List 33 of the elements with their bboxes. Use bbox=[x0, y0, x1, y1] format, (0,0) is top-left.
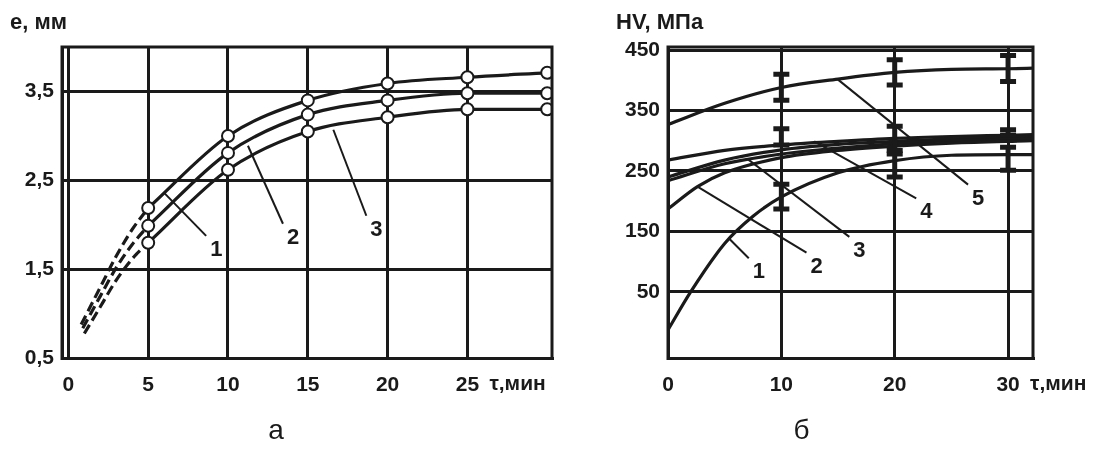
annotation: 3 bbox=[370, 215, 383, 241]
annotation: 3 bbox=[853, 236, 866, 262]
x-tick-label: 30 bbox=[996, 371, 1020, 395]
x-tick-label: 15 bbox=[296, 371, 320, 395]
x-tick-label: 0 bbox=[662, 371, 674, 395]
x-tick-label: 20 bbox=[883, 371, 907, 395]
x-tick-label: 5 bbox=[142, 371, 155, 395]
x-axis-title: τ,мин bbox=[489, 371, 546, 395]
y-tick-label: 150 bbox=[624, 218, 660, 242]
y-axis-title: e, мм bbox=[10, 9, 68, 35]
annotation: 1 bbox=[210, 235, 223, 261]
y-tick-label: 3,5 bbox=[24, 78, 55, 102]
y-axis-title: HV, МПа bbox=[616, 9, 704, 35]
y-tick-label: 1,5 bbox=[24, 256, 55, 280]
annotation: 2 bbox=[286, 223, 300, 249]
text: б bbox=[793, 413, 810, 445]
annotation: 4 bbox=[920, 198, 934, 224]
y-tick-label: 350 bbox=[624, 97, 660, 121]
y-tick-label: 50 bbox=[636, 278, 660, 302]
y-tick-label: 250 bbox=[624, 157, 660, 181]
y-tick-label: 450 bbox=[624, 36, 660, 60]
annotation: 2 bbox=[810, 252, 823, 278]
x-tick-label: 20 bbox=[375, 371, 400, 395]
annotation: 1 bbox=[752, 258, 766, 284]
text: а bbox=[268, 413, 285, 445]
y-tick-label: 0,5 bbox=[24, 345, 55, 369]
x-tick-label: 10 bbox=[769, 371, 794, 395]
x-axis-title: τ,мин bbox=[1030, 371, 1087, 395]
x-tick-label: 25 bbox=[455, 371, 480, 395]
x-tick-label: 0 bbox=[62, 371, 75, 395]
x-tick-label: 10 bbox=[216, 371, 240, 395]
annotation: 5 bbox=[972, 184, 985, 210]
y-tick-label: 2,5 bbox=[24, 167, 55, 191]
